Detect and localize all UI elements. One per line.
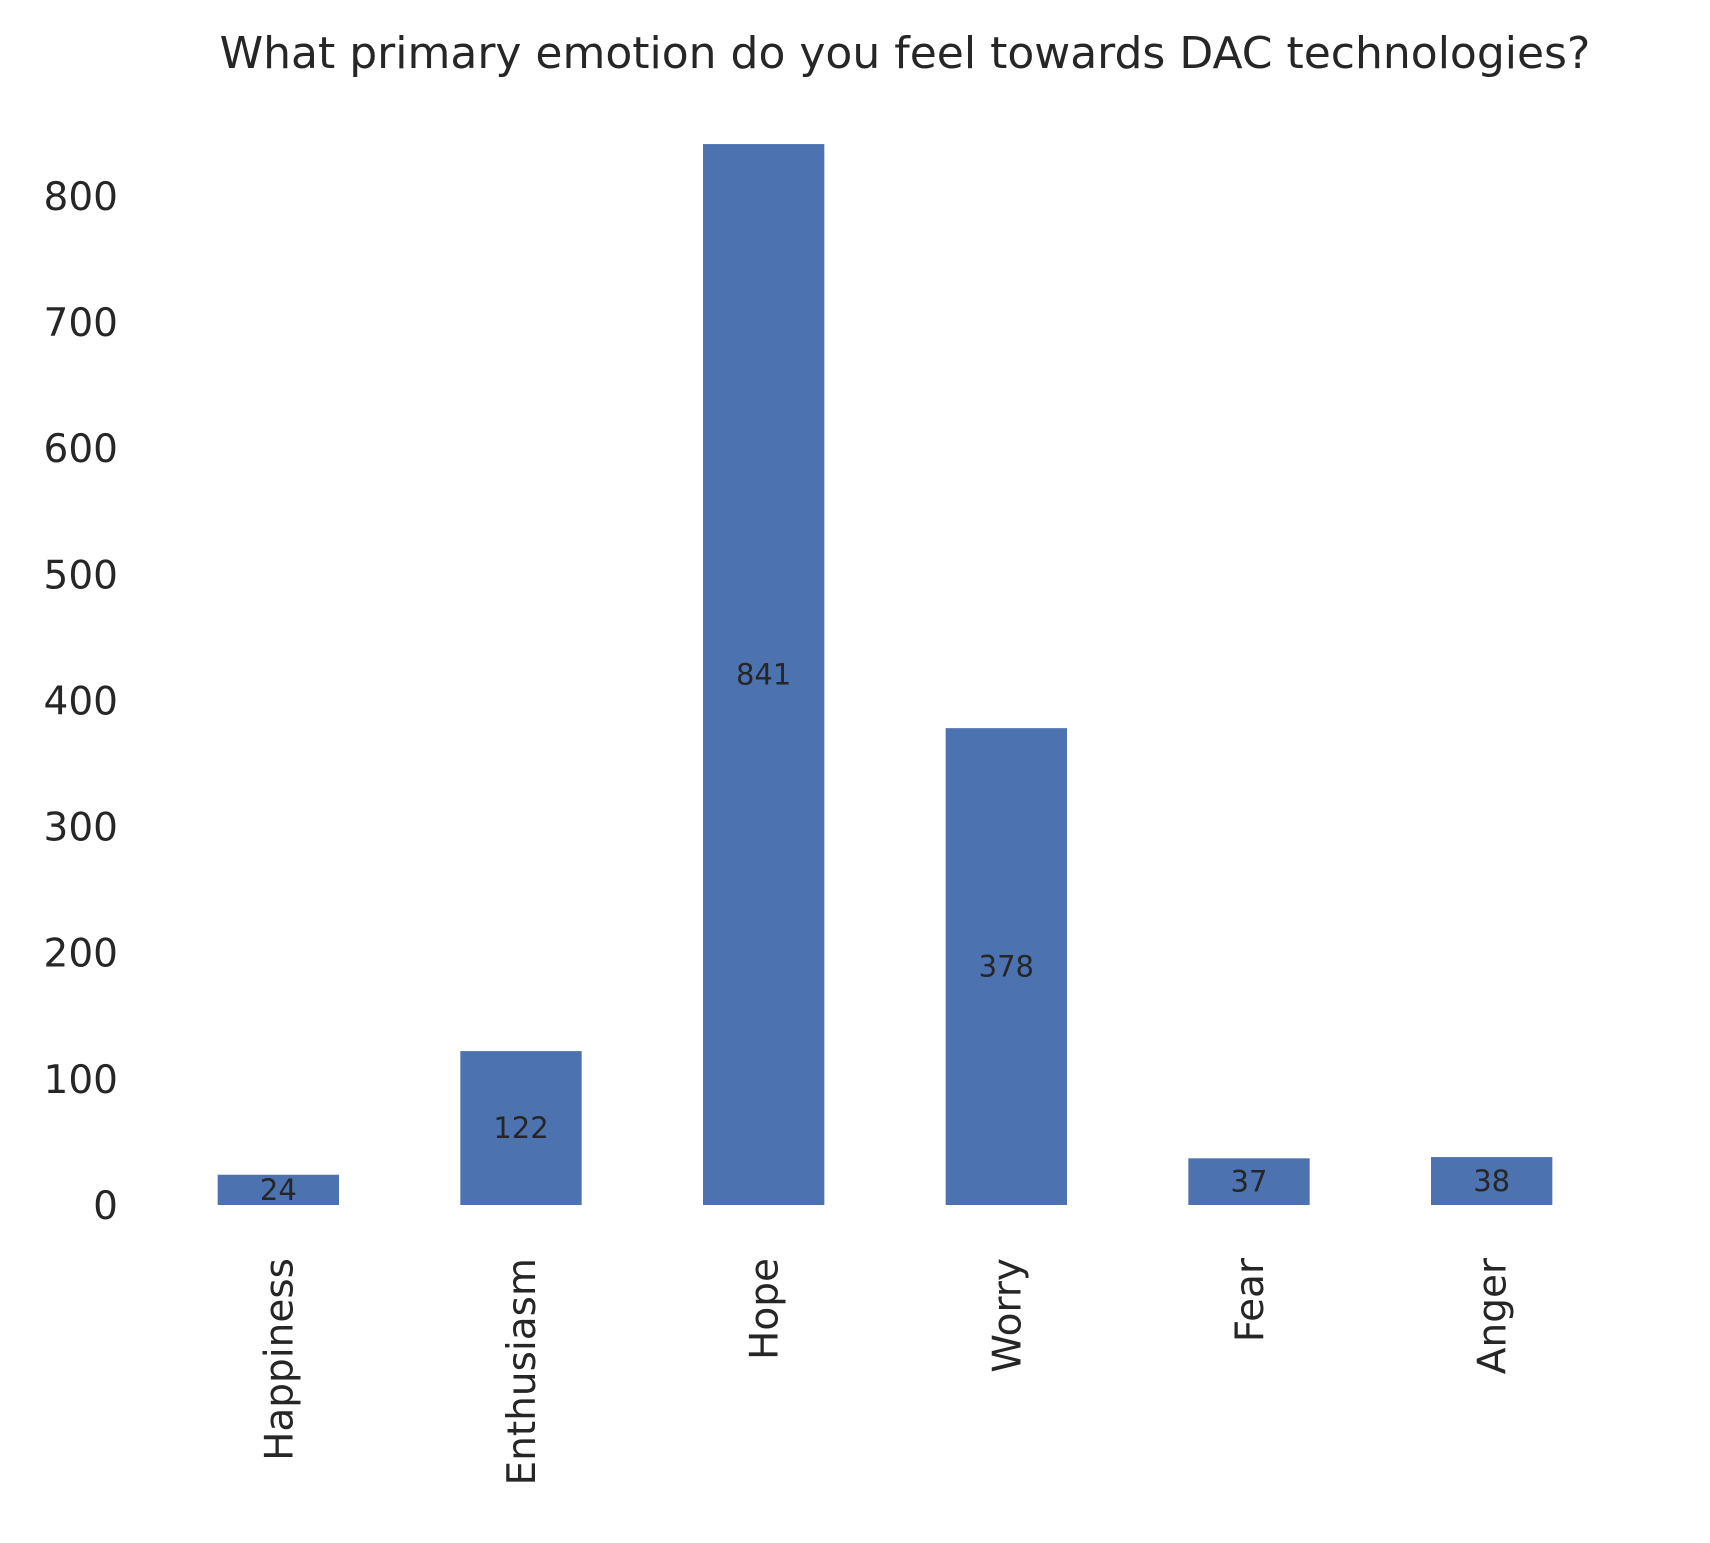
chart-title: What primary emotion do you feel towards… <box>220 28 1591 79</box>
x-axis: Happiness Enthusiasm Hope Worry Fear Anger <box>257 1257 1515 1485</box>
y-tick-label: 700 <box>44 301 118 346</box>
data-label-enthusiasm: 122 <box>493 1111 548 1145</box>
data-label-happiness: 24 <box>260 1173 297 1207</box>
bar-anger <box>1431 1157 1553 1205</box>
data-label-hope: 841 <box>736 658 791 692</box>
data-labels-group: 24 122 841 378 37 38 <box>260 658 1510 1207</box>
bar-worry <box>945 728 1067 1205</box>
y-tick-label: 600 <box>44 427 118 472</box>
x-tick-label-hope: Hope <box>743 1258 788 1360</box>
x-tick-label-worry: Worry <box>985 1258 1030 1373</box>
data-label-fear: 37 <box>1231 1165 1268 1199</box>
y-tick-label: 200 <box>44 932 118 977</box>
x-tick-label-anger: Anger <box>1471 1257 1516 1374</box>
x-tick-label-happiness: Happiness <box>257 1258 302 1461</box>
data-label-anger: 38 <box>1473 1164 1510 1198</box>
y-tick-label: 500 <box>44 553 118 598</box>
y-tick-label: 400 <box>44 679 118 724</box>
x-tick-label-enthusiasm: Enthusiasm <box>500 1258 545 1485</box>
y-tick-label: 300 <box>44 806 118 851</box>
bar-enthusiasm <box>460 1051 582 1205</box>
bar-hope <box>703 144 825 1206</box>
y-tick-label: 100 <box>44 1058 118 1103</box>
bars-group <box>217 144 1553 1206</box>
x-tick-label-fear: Fear <box>1228 1257 1273 1342</box>
y-tick-label: 800 <box>44 175 118 220</box>
bar-happiness <box>217 1174 339 1205</box>
data-label-worry: 378 <box>979 950 1034 984</box>
y-tick-label: 0 <box>93 1184 118 1229</box>
bar-fear <box>1188 1158 1310 1205</box>
y-axis: 0 100 200 300 400 500 600 700 800 <box>44 175 118 1229</box>
